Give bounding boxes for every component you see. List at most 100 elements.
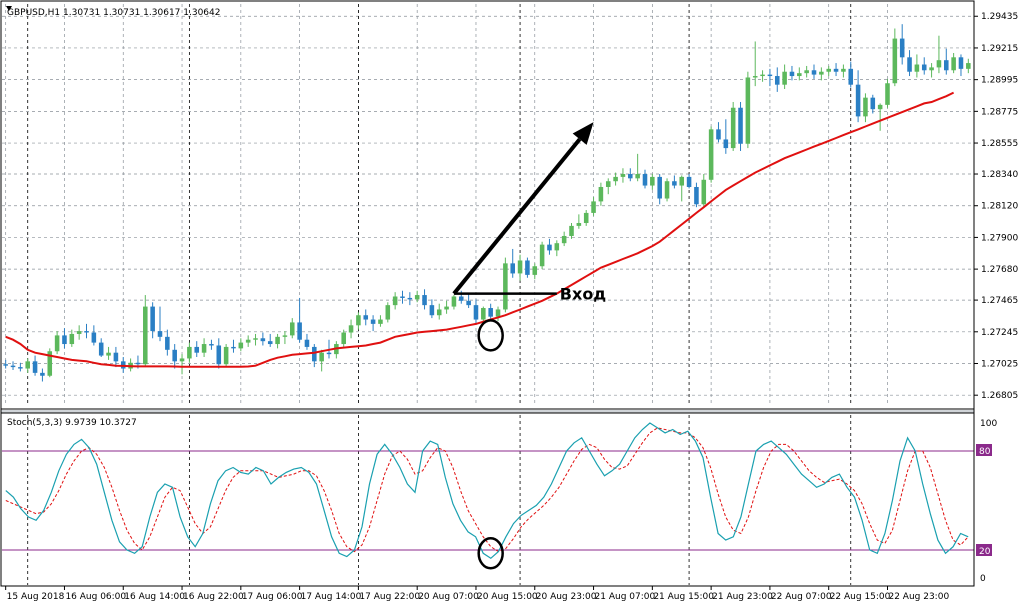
time-tick-label: 15 Aug 2018 bbox=[7, 592, 65, 602]
candle-body bbox=[944, 60, 949, 71]
candle-body bbox=[407, 297, 413, 300]
candle-body bbox=[238, 342, 244, 349]
price-tick-label: 1.27025 bbox=[981, 359, 1018, 369]
candle-body bbox=[253, 338, 258, 340]
chart-title: GBPUSD,H1 1.30731 1.30731 1.30617 1.3064… bbox=[7, 8, 220, 18]
time-tick-label: 22 Aug 23:00 bbox=[888, 592, 949, 602]
candle-body bbox=[929, 67, 934, 71]
candle-body bbox=[62, 335, 67, 345]
price-tick-label: 1.28555 bbox=[981, 139, 1018, 149]
candle-body bbox=[150, 306, 155, 332]
candle-body bbox=[25, 361, 30, 369]
candle-body bbox=[899, 38, 905, 58]
candle-body bbox=[47, 351, 53, 376]
candle-body bbox=[488, 308, 493, 317]
candle-body bbox=[319, 352, 324, 362]
candle-body bbox=[422, 295, 427, 306]
candle-body bbox=[811, 70, 817, 75]
price-tick-label: 1.27245 bbox=[981, 328, 1018, 338]
candle-body bbox=[921, 64, 927, 71]
candle-body bbox=[414, 295, 420, 300]
candle-body bbox=[672, 181, 677, 186]
candle-body bbox=[510, 263, 515, 274]
candle-body bbox=[525, 260, 530, 275]
time-tick-label: 16 Aug 14:00 bbox=[124, 592, 185, 602]
stoch-day-separators bbox=[27, 415, 852, 585]
candle-body bbox=[591, 201, 596, 213]
candle-body bbox=[738, 107, 743, 144]
candle-body bbox=[304, 339, 310, 347]
candle-body bbox=[179, 358, 185, 362]
candle-body bbox=[260, 338, 266, 342]
time-tick-label: 17 Aug 06:00 bbox=[242, 592, 303, 602]
entry-label: Вход bbox=[560, 285, 607, 304]
candle-body bbox=[172, 349, 177, 362]
candle-body bbox=[730, 107, 736, 149]
candle-body bbox=[892, 38, 898, 84]
time-tick-label: 16 Aug 06:00 bbox=[65, 592, 126, 602]
panel-splitter[interactable] bbox=[1, 410, 974, 413]
candle-body bbox=[473, 305, 479, 320]
stoch-axis: 100 0 80 20 bbox=[976, 419, 997, 584]
candle-body bbox=[459, 296, 464, 301]
candle-body bbox=[517, 260, 523, 274]
candle-body bbox=[76, 331, 82, 334]
candle-body bbox=[231, 346, 236, 349]
time-tick-label: 22 Aug 15:00 bbox=[830, 592, 891, 602]
candle-body bbox=[620, 174, 626, 177]
price-tick-label: 1.28775 bbox=[981, 107, 1018, 117]
candle-body bbox=[370, 319, 376, 324]
price-tick-label: 1.28340 bbox=[981, 170, 1018, 180]
moving-average-line bbox=[5, 91, 955, 368]
entry-circle-stoch bbox=[477, 537, 504, 570]
time-tick-label: 21 Aug 07:00 bbox=[595, 592, 656, 602]
candle-body bbox=[819, 71, 824, 75]
candle-body bbox=[951, 57, 956, 71]
time-tick-label: 20 Aug 15:00 bbox=[477, 592, 538, 602]
candle-body bbox=[745, 77, 751, 144]
candle-body bbox=[84, 331, 89, 333]
stoch-level-80-label: 80 bbox=[979, 447, 991, 457]
time-tick-label: 20 Aug 07:00 bbox=[418, 592, 479, 602]
candle-body bbox=[966, 63, 971, 69]
price-tick-label: 1.29435 bbox=[981, 12, 1018, 22]
candle-body bbox=[245, 339, 251, 343]
chart-frame bbox=[0, 0, 975, 587]
candle-body bbox=[694, 186, 699, 205]
candle-body bbox=[605, 181, 611, 187]
stochastic-panel[interactable]: Stoch(5,3,3) 9.9739 10.3727 bbox=[2, 415, 974, 585]
candle-body bbox=[774, 76, 780, 85]
time-tick-label: 21 Aug 15:00 bbox=[653, 592, 714, 602]
candle-body bbox=[833, 68, 839, 72]
candle-body bbox=[701, 179, 707, 205]
candle-body bbox=[723, 139, 729, 149]
price-panel[interactable]: Вход GBPUSD,H1 1.30731 1.30731 1.30617 1… bbox=[2, 4, 974, 406]
candle-body bbox=[752, 76, 758, 78]
entry-circle-price bbox=[477, 319, 504, 352]
candle-body bbox=[841, 68, 846, 72]
candle-body bbox=[576, 223, 582, 226]
candle-body bbox=[863, 97, 868, 117]
candle-body bbox=[348, 325, 354, 333]
candle-body bbox=[870, 97, 876, 110]
candle-body bbox=[378, 319, 383, 324]
candle-body bbox=[194, 346, 200, 353]
candle-body bbox=[664, 181, 670, 199]
candle-body bbox=[598, 186, 604, 202]
stoch-level-20-tag bbox=[976, 544, 992, 556]
candle-body bbox=[885, 83, 890, 105]
symbol-dropdown-icon[interactable] bbox=[6, 6, 12, 11]
time-tick-label: 17 Aug 14:00 bbox=[301, 592, 362, 602]
candle-body bbox=[650, 176, 655, 186]
candle-body bbox=[356, 315, 361, 326]
candle-body bbox=[547, 244, 552, 251]
candle-body bbox=[40, 372, 45, 376]
candle-body bbox=[106, 352, 111, 356]
candle-body bbox=[561, 235, 567, 244]
candle-body bbox=[495, 309, 501, 317]
candle-body bbox=[503, 263, 508, 310]
candle-body bbox=[539, 244, 545, 267]
candle-body bbox=[54, 335, 60, 352]
